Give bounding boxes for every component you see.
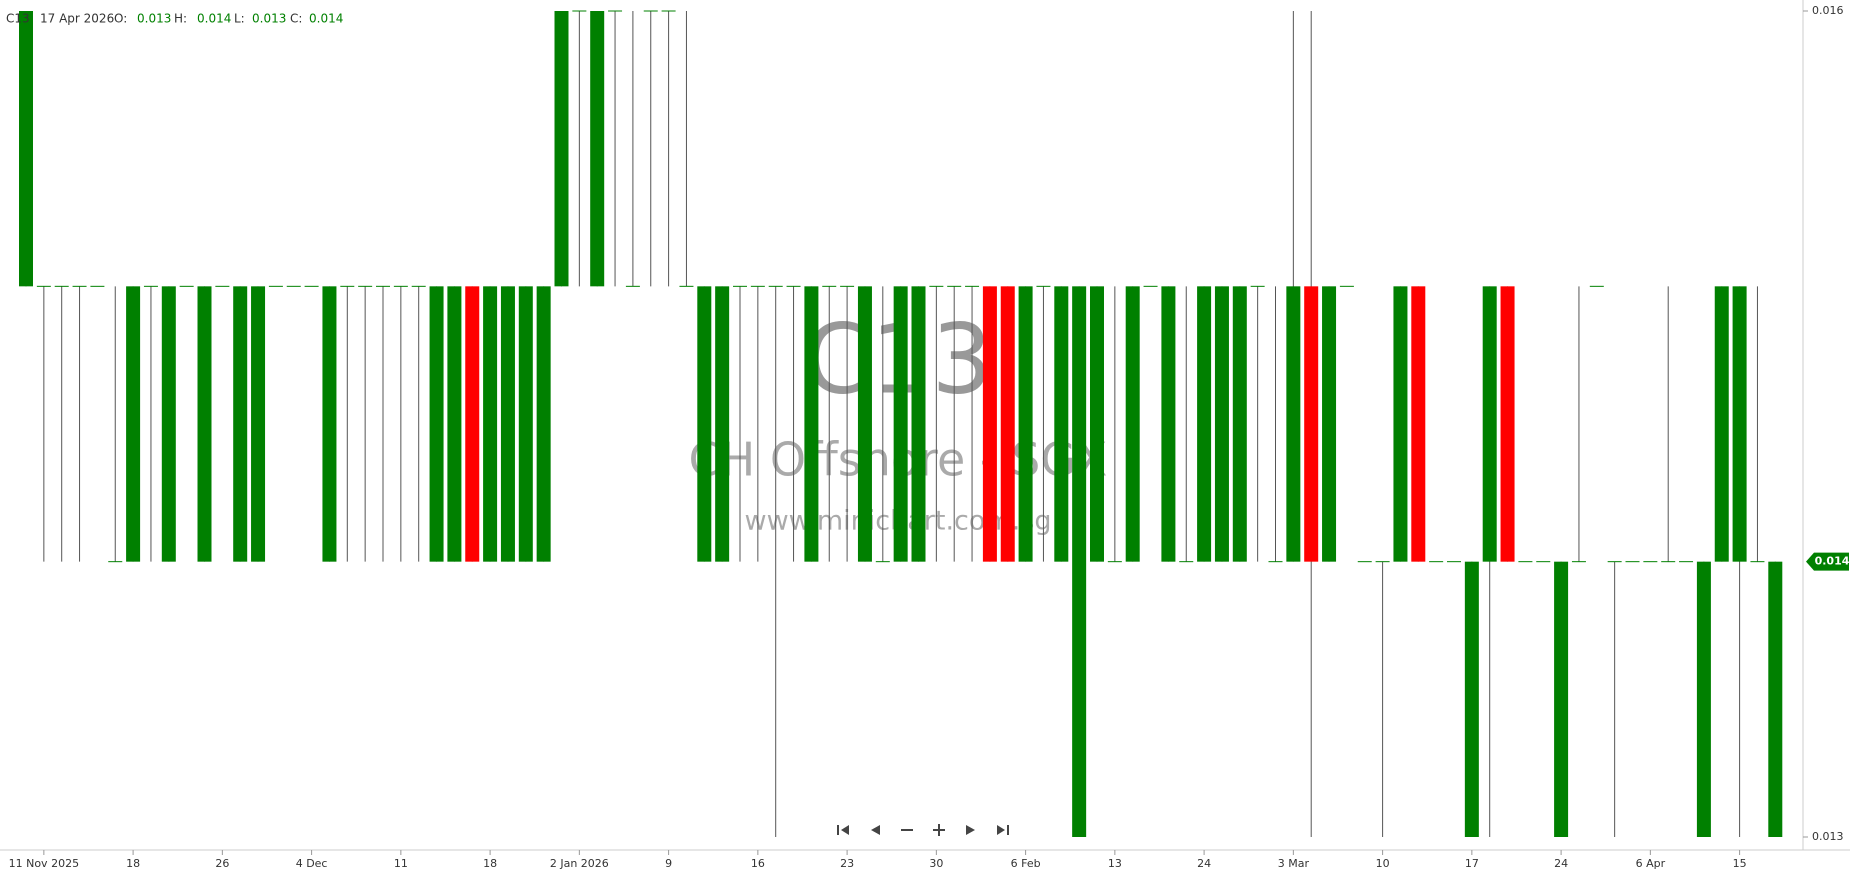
candle-body: [126, 286, 141, 562]
y-tick-label: 0.016: [1812, 4, 1844, 17]
candle-body: [982, 286, 997, 562]
candle-body: [1232, 286, 1247, 562]
header-value: 0.013: [252, 12, 286, 26]
candle-body: [1054, 286, 1069, 562]
candle-body: [1286, 286, 1301, 562]
x-tick-label: 2 Jan 2026: [550, 857, 609, 870]
candle-body: [518, 286, 533, 562]
candle-body: [1482, 286, 1497, 562]
x-tick-label: 6 Feb: [1011, 857, 1041, 870]
x-tick-label: 24: [1554, 857, 1568, 870]
next-button[interactable]: [964, 823, 978, 837]
candle-body: [893, 286, 908, 562]
candle-body: [1322, 286, 1337, 562]
x-tick-label: 11: [394, 857, 408, 870]
candle-body: [554, 11, 569, 287]
candle-body: [483, 286, 498, 562]
candle-body: [536, 286, 551, 562]
candle-body: [1214, 286, 1229, 562]
header-label: H:: [174, 12, 187, 26]
candle-body: [590, 11, 605, 287]
x-tick-label: 18: [126, 857, 140, 870]
x-tick-label: 10: [1376, 857, 1390, 870]
zoom-out-button[interactable]: [900, 823, 914, 837]
last-price-tag: [1806, 552, 1849, 571]
candle-body: [857, 286, 872, 562]
candle-body: [804, 286, 819, 562]
x-tick-label: 11 Nov 2025: [9, 857, 79, 870]
first-button[interactable]: [836, 823, 850, 837]
candle-body: [447, 286, 462, 562]
candle-body: [911, 286, 926, 562]
candle-body: [1304, 286, 1319, 562]
last-price-label: 0.014: [1815, 555, 1850, 568]
candle-body: [1464, 561, 1479, 837]
zoom-in-button[interactable]: [932, 823, 946, 837]
x-tick-label: 13: [1108, 857, 1122, 870]
candle-body: [465, 286, 480, 562]
header-label: L:: [234, 12, 245, 26]
candle-body: [1411, 286, 1426, 562]
candle-body: [1393, 286, 1408, 562]
header-label: O:: [114, 12, 127, 26]
header-value: 0.013: [137, 12, 171, 26]
header-label: C:: [290, 12, 302, 26]
prev-button[interactable]: [868, 823, 882, 837]
header-value: 0.014: [309, 12, 343, 26]
candle-body: [197, 286, 212, 562]
candle-body: [19, 11, 33, 287]
x-tick-label: 16: [751, 857, 765, 870]
candle-body: [1090, 286, 1104, 562]
x-tick-label: 24: [1197, 857, 1211, 870]
candle-body: [1500, 286, 1515, 562]
x-tick-label: 30: [929, 857, 943, 870]
x-tick-label: 15: [1733, 857, 1747, 870]
candle-body: [429, 286, 444, 562]
y-tick-label: 0.013: [1812, 830, 1844, 843]
candle-body: [322, 286, 337, 562]
header-value: 0.014: [197, 12, 231, 26]
candle-body: [1072, 286, 1087, 837]
candle-body: [1768, 561, 1783, 837]
candle-body: [1125, 286, 1140, 562]
x-tick-label: 9: [665, 857, 672, 870]
x-tick-label: 26: [215, 857, 229, 870]
candle-body: [1197, 286, 1212, 562]
header-date: 17 Apr 2026: [40, 12, 114, 26]
candle-body: [1000, 286, 1015, 562]
x-tick-label: 17: [1465, 857, 1479, 870]
x-tick-label: 4 Dec: [296, 857, 328, 870]
last-button[interactable]: [996, 823, 1010, 837]
candle-body: [1732, 286, 1747, 562]
candle-body: [500, 286, 515, 562]
candle-body: [1696, 561, 1711, 837]
header-symbol: C13: [6, 12, 30, 26]
x-tick-label: 23: [840, 857, 854, 870]
candle-body: [1714, 286, 1729, 562]
candle-body: [1554, 561, 1569, 837]
candle-body: [697, 286, 712, 562]
navigation: [836, 823, 1010, 837]
candle-body: [251, 286, 266, 562]
candle-body: [161, 286, 176, 562]
x-tick-label: 18: [483, 857, 497, 870]
plot: [19, 10, 1783, 837]
candle-body: [1161, 286, 1176, 562]
candle-body: [233, 286, 248, 562]
x-tick-label: 6 Apr: [1636, 857, 1666, 870]
candle-body: [715, 286, 730, 562]
candle-body: [1018, 286, 1033, 562]
header: C13 17 Apr 2026 O: 0.013 H: 0.014 L: 0.0…: [6, 12, 343, 26]
x-tick-label: 3 Mar: [1278, 857, 1310, 870]
